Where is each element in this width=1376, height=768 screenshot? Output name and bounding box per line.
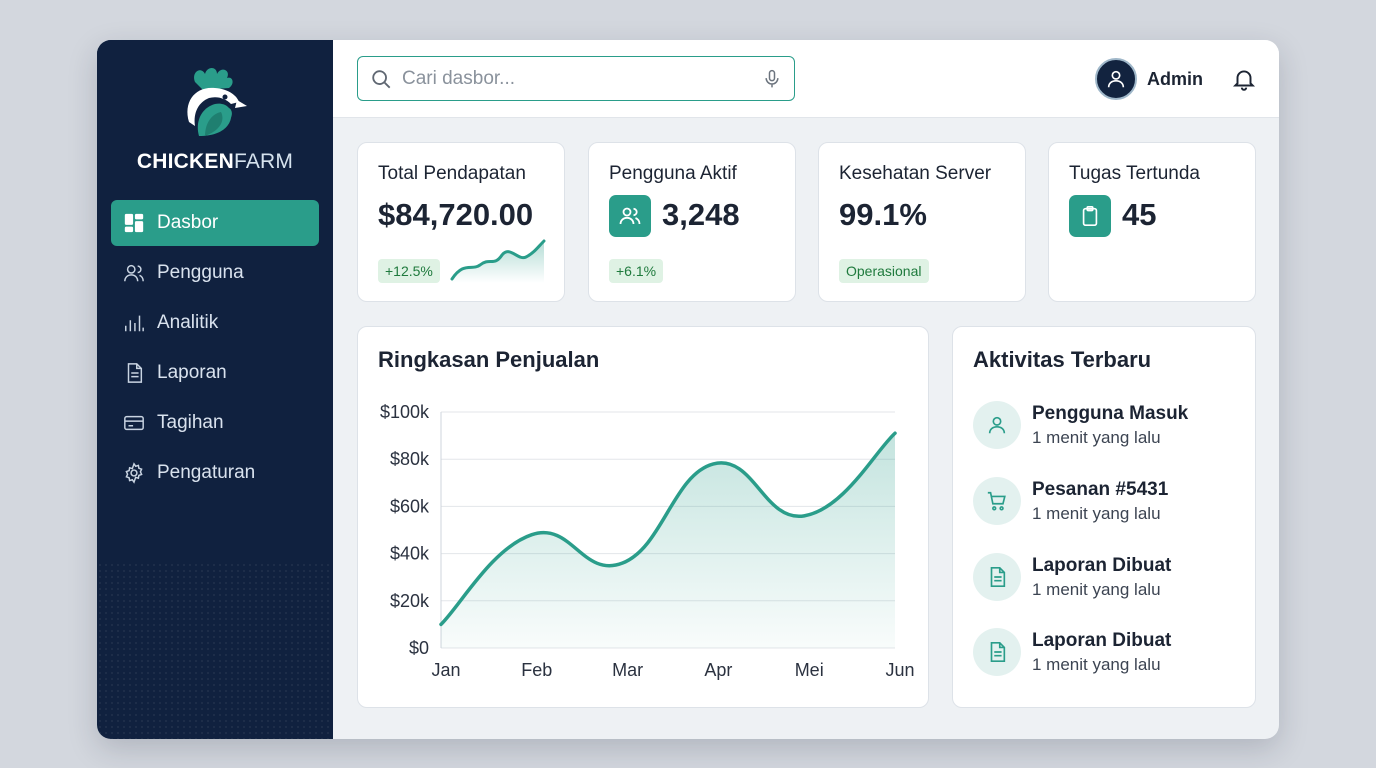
recent-activity-card: Aktivitas Terbaru Pengguna Masuk 1 menit… (952, 326, 1256, 708)
y-tick-label: $60k (390, 496, 430, 516)
revenue-sparkline (450, 239, 546, 283)
document-icon (990, 567, 1006, 587)
y-tick-label: $20k (390, 591, 430, 611)
clipboard-icon (1082, 206, 1098, 226)
stat-title: Pengguna Aktif (609, 163, 737, 184)
rooster-logo-icon (187, 68, 247, 136)
x-tick-label: Mei (795, 660, 824, 680)
activity-item[interactable]: Laporan Dibuat 1 menit yang lalu (973, 553, 1253, 603)
stat-value: 3,248 (662, 197, 740, 232)
users-icon (124, 264, 144, 282)
activity-icon-circle (973, 477, 1021, 525)
recent-activity-title: Aktivitas Terbaru (973, 347, 1152, 372)
sidebar-item-tagihan[interactable]: Tagihan (111, 400, 319, 446)
sidebar-item-label: Pengguna (157, 262, 244, 283)
app-window: CHICKENFARM Dasbor Pengguna (97, 40, 1279, 739)
y-tick-label: $0 (409, 638, 429, 658)
sidebar-item-label: Pengaturan (157, 462, 256, 483)
user-menu[interactable]: Admin (1095, 58, 1203, 100)
document-icon (127, 363, 143, 383)
activity-time: 1 menit yang lalu (1032, 655, 1161, 674)
stat-card-revenue: Total Pendapatan $84,720.00 +12.5% (357, 142, 565, 302)
sidebar-item-pengaturan[interactable]: Pengaturan (111, 450, 319, 496)
bar-chart-icon (125, 315, 144, 332)
stat-title: Total Pendapatan (378, 163, 526, 184)
stat-value: 45 (1122, 197, 1157, 232)
x-tick-label: Jan (431, 660, 460, 680)
microphone-icon[interactable] (762, 68, 782, 90)
stat-card-server-health: Kesehatan Server 99.1% Operasional (818, 142, 1026, 302)
activity-item[interactable]: Laporan Dibuat 1 menit yang lalu (973, 628, 1253, 678)
activity-title: Pengguna Masuk (1032, 403, 1189, 424)
sales-chart: $0 $20k $40k $60k $80k $100k Jan Feb Mar Apr Mei Ju… (380, 402, 915, 680)
search-input[interactable] (402, 67, 762, 90)
brand-name: CHICKENFARM (97, 150, 333, 174)
activity-item[interactable]: Pengguna Masuk 1 menit yang lalu (973, 401, 1253, 451)
search-box[interactable] (357, 56, 795, 101)
activity-icon-circle (973, 401, 1021, 449)
search-icon (372, 69, 391, 88)
sidebar-item-label: Laporan (157, 362, 227, 383)
user-icon (988, 416, 1006, 434)
status-badge: Operasional (839, 259, 929, 283)
sidebar-item-label: Dasbor (157, 212, 219, 233)
stat-card-active-users: Pengguna Aktif 3,248 +6.1% (588, 142, 796, 302)
users-icon-tile (609, 195, 651, 237)
cart-icon (987, 491, 1006, 511)
brand-logo: CHICKENFARM (97, 40, 333, 190)
y-tick-label: $40k (390, 544, 430, 564)
brand-name-bold: CHICKEN (136, 150, 234, 173)
activity-title: Laporan Dibuat (1032, 555, 1172, 576)
brand-name-light: FARM (233, 150, 294, 173)
sidebar-item-analitik[interactable]: Analitik (111, 300, 319, 346)
activity-title: Pesanan #5431 (1032, 479, 1169, 500)
sidebar-item-dasbor[interactable]: Dasbor (111, 200, 319, 246)
document-icon (990, 642, 1006, 662)
stat-title: Tugas Tertunda (1069, 163, 1200, 184)
sidebar-item-laporan[interactable]: Laporan (111, 350, 319, 396)
sales-series-line (439, 431, 897, 627)
bell-icon[interactable] (1231, 66, 1257, 92)
user-icon (1107, 70, 1125, 88)
dashboard-icon (124, 213, 144, 233)
activity-item[interactable]: Pesanan #5431 1 menit yang lalu (973, 477, 1253, 527)
sales-summary-title: Ringkasan Penjualan (378, 347, 600, 372)
trend-badge: +12.5% (378, 259, 440, 283)
sidebar-item-label: Analitik (157, 312, 219, 333)
user-name[interactable]: Admin (1147, 68, 1203, 89)
activity-time: 1 menit yang lalu (1032, 428, 1161, 447)
activity-icon-circle (973, 628, 1021, 676)
stat-value: 99.1% (839, 197, 927, 232)
stat-card-pending-tasks: Tugas Tertunda 45 (1048, 142, 1256, 302)
sidebar-nav: Dasbor Pengguna Analitik Laporan (97, 190, 333, 496)
gear-icon (125, 462, 143, 484)
activity-time: 1 menit yang lalu (1032, 580, 1161, 599)
clipboard-icon-tile (1069, 195, 1111, 237)
sidebar: CHICKENFARM Dasbor Pengguna (97, 40, 333, 739)
trend-badge: +6.1% (609, 259, 664, 283)
users-icon (619, 207, 641, 225)
activity-time: 1 menit yang lalu (1032, 504, 1161, 523)
activity-title: Laporan Dibuat (1032, 630, 1172, 651)
activity-icon-circle (973, 553, 1021, 601)
y-tick-label: $80k (390, 449, 430, 469)
avatar[interactable] (1095, 58, 1137, 100)
sidebar-item-label: Tagihan (157, 412, 224, 433)
x-tick-label: Feb (521, 660, 552, 680)
stat-title: Kesehatan Server (839, 163, 992, 184)
topbar: Admin (333, 40, 1279, 118)
stat-value: $84,720.00 (378, 197, 534, 232)
sales-summary-card: Ringkasan Penjualan $0 $20k $40k $60k $80k $1… (357, 326, 929, 708)
x-tick-label: Mar (612, 660, 643, 680)
x-tick-label: Jun (885, 660, 914, 680)
sidebar-item-pengguna[interactable]: Pengguna (111, 250, 319, 296)
x-tick-label: Apr (704, 660, 732, 680)
sales-area-fill (441, 433, 895, 648)
main-content: Admin Total Pendapatan $84,720.00 +12.5% (333, 40, 1279, 739)
credit-card-icon (124, 415, 144, 431)
y-tick-label: $100k (380, 402, 430, 422)
